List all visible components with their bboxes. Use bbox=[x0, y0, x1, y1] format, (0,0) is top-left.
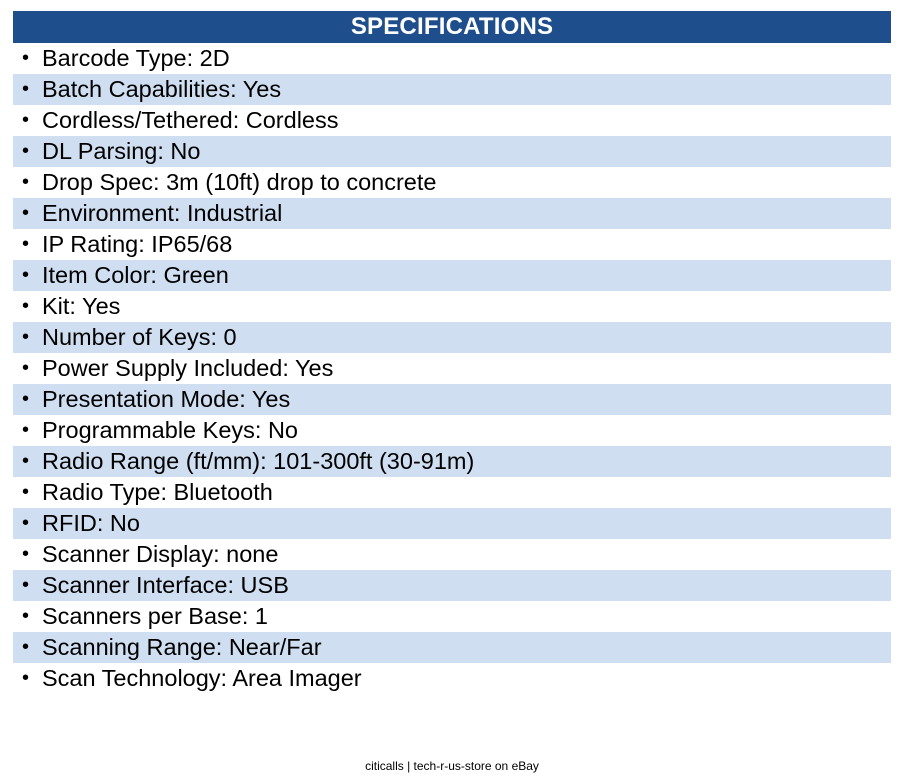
spec-row: • Scanners per Base: 1 bbox=[13, 601, 891, 632]
spec-text: Environment: Industrial bbox=[42, 200, 283, 226]
bullet-icon: • bbox=[22, 140, 30, 162]
spec-row: • Drop Spec: 3m (10ft) drop to concrete bbox=[13, 167, 891, 198]
bullet-icon: • bbox=[22, 605, 30, 627]
spec-row: • Kit: Yes bbox=[13, 291, 891, 322]
specifications-table: SPECIFICATIONS • Barcode Type: 2D • Batch … bbox=[13, 11, 891, 694]
bullet-icon: • bbox=[22, 233, 30, 255]
spec-row: • Environment: Industrial bbox=[13, 198, 891, 229]
spec-row: • Power Supply Included: Yes bbox=[13, 353, 891, 384]
bullet-icon: • bbox=[22, 419, 30, 441]
spec-row: • Scan Technology: Area Imager bbox=[13, 663, 891, 694]
bullet-icon: • bbox=[22, 47, 30, 69]
spec-row: • Presentation Mode: Yes bbox=[13, 384, 891, 415]
spec-row: • Item Color: Green bbox=[13, 260, 891, 291]
spec-text: Scanning Range: Near/Far bbox=[42, 634, 322, 660]
bullet-icon: • bbox=[22, 636, 30, 658]
spec-row: • Scanner Display: none bbox=[13, 539, 891, 570]
spec-text: Scanner Interface: USB bbox=[42, 572, 289, 598]
specifications-header: SPECIFICATIONS bbox=[13, 11, 891, 43]
bullet-icon: • bbox=[22, 171, 30, 193]
bullet-icon: • bbox=[22, 574, 30, 596]
spec-text: IP Rating: IP65/68 bbox=[42, 231, 233, 257]
spec-text: Programmable Keys: No bbox=[42, 417, 298, 443]
spec-text: Cordless/Tethered: Cordless bbox=[42, 107, 339, 133]
spec-text: Power Supply Included: Yes bbox=[42, 355, 334, 381]
bullet-icon: • bbox=[22, 512, 30, 534]
spec-text: Scanner Display: none bbox=[42, 541, 279, 567]
spec-row: • DL Parsing: No bbox=[13, 136, 891, 167]
bullet-icon: • bbox=[22, 264, 30, 286]
spec-row: • Scanner Interface: USB bbox=[13, 570, 891, 601]
spec-text: Kit: Yes bbox=[42, 293, 121, 319]
bullet-icon: • bbox=[22, 481, 30, 503]
bullet-icon: • bbox=[22, 357, 30, 379]
spec-text: Scan Technology: Area Imager bbox=[42, 665, 362, 691]
spec-row: • Scanning Range: Near/Far bbox=[13, 632, 891, 663]
spec-row: • Batch Capabilities: Yes bbox=[13, 74, 891, 105]
spec-text: Batch Capabilities: Yes bbox=[42, 76, 282, 102]
spec-text: Scanners per Base: 1 bbox=[42, 603, 268, 629]
spec-row: • Programmable Keys: No bbox=[13, 415, 891, 446]
bullet-icon: • bbox=[22, 202, 30, 224]
spec-text: Presentation Mode: Yes bbox=[42, 386, 291, 412]
spec-row: • Number of Keys: 0 bbox=[13, 322, 891, 353]
bullet-icon: • bbox=[22, 667, 30, 689]
spec-row: • Barcode Type: 2D bbox=[13, 43, 891, 74]
spec-text: RFID: No bbox=[42, 510, 140, 536]
spec-text: Barcode Type: 2D bbox=[42, 45, 230, 71]
bullet-icon: • bbox=[22, 388, 30, 410]
bullet-icon: • bbox=[22, 450, 30, 472]
spec-row: • IP Rating: IP65/68 bbox=[13, 229, 891, 260]
spec-text: Radio Type: Bluetooth bbox=[42, 479, 273, 505]
spec-text: Drop Spec: 3m (10ft) drop to concrete bbox=[42, 169, 437, 195]
specifications-list: • Barcode Type: 2D • Batch Capabilities: Y… bbox=[13, 43, 891, 694]
spec-row: • Cordless/Tethered: Cordless bbox=[13, 105, 891, 136]
spec-text: Number of Keys: 0 bbox=[42, 324, 237, 350]
spec-row: • RFID: No bbox=[13, 508, 891, 539]
bullet-icon: • bbox=[22, 543, 30, 565]
footer-credit: citicalls | tech-r-us-store on eBay bbox=[365, 759, 539, 773]
spec-row: • Radio Type: Bluetooth bbox=[13, 477, 891, 508]
bullet-icon: • bbox=[22, 109, 30, 131]
spec-row: • Radio Range (ft/mm): 101-300ft (30-91m) bbox=[13, 446, 891, 477]
spec-text: Radio Range (ft/mm): 101-300ft (30-91m) bbox=[42, 448, 475, 474]
bullet-icon: • bbox=[22, 295, 30, 317]
bullet-icon: • bbox=[22, 78, 30, 100]
spec-text: DL Parsing: No bbox=[42, 138, 201, 164]
bullet-icon: • bbox=[22, 326, 30, 348]
spec-text: Item Color: Green bbox=[42, 262, 229, 288]
